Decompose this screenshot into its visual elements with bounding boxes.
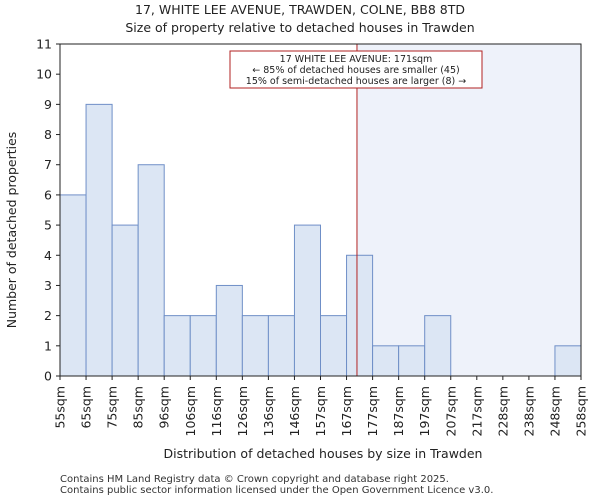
x-tick-label: 187sqm: [391, 386, 406, 436]
x-tick-label: 167sqm: [339, 386, 354, 436]
y-axis-label: Number of detached properties: [4, 132, 19, 329]
bar-85sqm: [137, 164, 165, 377]
bar-65sqm: [85, 103, 113, 377]
bar-136sqm: [267, 315, 295, 377]
y-tick-label: 11: [36, 37, 52, 52]
y-tick-label: 1: [44, 338, 52, 353]
bar-55sqm: [59, 194, 87, 377]
y-tick-label: 5: [44, 218, 52, 233]
chart-subtitle: Size of property relative to detached ho…: [125, 20, 474, 35]
annotation-larger: 15% of semi-detached houses are larger (…: [246, 76, 466, 87]
y-tick-label: 6: [44, 187, 52, 202]
x-tick-label: 96sqm: [157, 386, 172, 429]
x-tick-label: 75sqm: [105, 386, 120, 429]
x-tick-label: 146sqm: [287, 386, 302, 436]
chart-title: 17, WHITE LEE AVENUE, TRAWDEN, COLNE, BB…: [135, 2, 465, 17]
y-tick-label: 0: [44, 369, 52, 384]
x-tick-label: 116sqm: [209, 386, 224, 436]
plot-area: 17 WHITE LEE AVENUE: 171sqm ← 85% of det…: [36, 37, 588, 437]
x-tick-label: 65sqm: [79, 386, 94, 429]
x-tick-label: 258sqm: [574, 386, 589, 436]
y-tick-label: 8: [44, 127, 52, 142]
x-tick-label: 228sqm: [495, 386, 510, 436]
y-tick-label: 2: [44, 308, 52, 323]
x-tick-label: 85sqm: [131, 386, 146, 429]
bar-75sqm: [111, 224, 139, 377]
x-tick-label: 126sqm: [235, 386, 250, 436]
bar-126sqm: [241, 315, 269, 377]
larger-region-shading: [356, 44, 581, 376]
x-axis-label: Distribution of detached houses by size …: [164, 446, 483, 461]
x-tick-label: 177sqm: [365, 386, 380, 436]
bar-96sqm: [163, 315, 191, 377]
y-tick-label: 4: [44, 248, 52, 263]
footer-copyright: Contains HM Land Registry data © Crown c…: [60, 474, 449, 485]
x-tick-label: 197sqm: [417, 386, 432, 436]
y-tick-label: 7: [44, 157, 52, 172]
x-tick-label: 157sqm: [313, 386, 328, 436]
bar-146sqm: [293, 224, 322, 377]
bar-167sqm: [346, 254, 374, 377]
annotation-box: 17 WHITE LEE AVENUE: 171sqm ← 85% of det…: [229, 50, 483, 89]
y-tick-label: 3: [44, 278, 52, 293]
bar-248sqm: [554, 345, 582, 377]
x-tick-label: 238sqm: [521, 386, 536, 436]
y-tick-label: 10: [36, 67, 52, 82]
bar-177sqm: [372, 345, 400, 377]
x-tick-label: 136sqm: [261, 386, 276, 436]
y-tick-label: 9: [44, 97, 52, 112]
bar-116sqm: [215, 284, 243, 377]
bar-197sqm: [424, 315, 452, 377]
bar-187sqm: [398, 345, 426, 377]
x-tick-label: 207sqm: [443, 386, 458, 436]
annotation-smaller: ← 85% of detached houses are smaller (45…: [252, 65, 459, 76]
bar-106sqm: [189, 315, 217, 377]
x-tick-label: 248sqm: [547, 386, 562, 436]
x-tick-label: 217sqm: [469, 386, 484, 436]
footer-licence: Contains public sector information licen…: [60, 485, 494, 496]
bar-157sqm: [320, 315, 348, 377]
x-tick-label: 55sqm: [53, 386, 68, 429]
annotation-label: 17 WHITE LEE AVENUE: 171sqm: [280, 54, 433, 65]
x-tick-label: 106sqm: [183, 386, 198, 436]
